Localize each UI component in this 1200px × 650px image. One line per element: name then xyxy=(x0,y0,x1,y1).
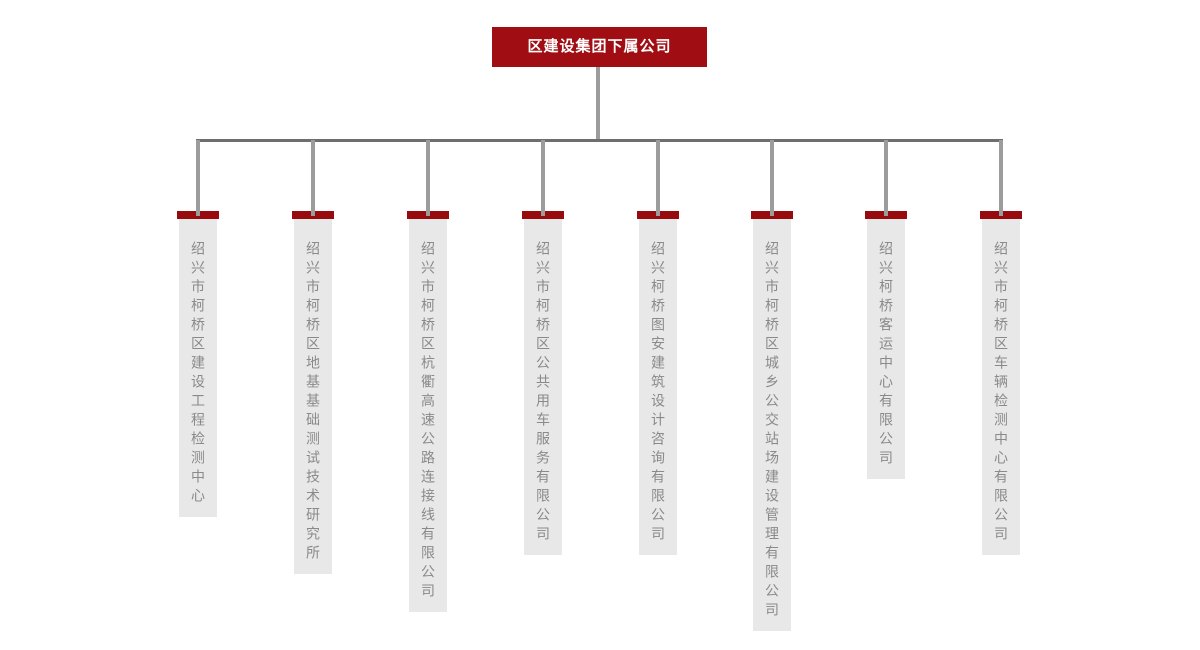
connector-vertical-line xyxy=(656,140,660,216)
connector-vertical-line xyxy=(884,140,888,216)
company-name: 绍兴市柯桥区车辆检测中心有限公司 xyxy=(993,241,1009,545)
connector-vertical-line xyxy=(999,140,1003,216)
root-node: 区建设集团下属公司 xyxy=(492,27,707,67)
connector-vertical-line xyxy=(770,140,774,216)
company-body: 绍兴市柯桥区公共用车服务有限公司 xyxy=(524,219,562,555)
company-body: 绍兴市柯桥区城乡公交站场建设管理有限公司 xyxy=(753,219,791,631)
horizontal-connector-line xyxy=(196,139,1003,142)
company-body: 绍兴市柯桥区杭衢高速公路连接线有限公司 xyxy=(409,219,447,612)
company-name: 绍兴柯桥图安建筑设计咨询有限公司 xyxy=(650,241,666,545)
connector-vertical-line xyxy=(541,140,545,216)
company-body: 绍兴柯桥图安建筑设计咨询有限公司 xyxy=(639,219,677,555)
connector-vertical-line xyxy=(196,140,200,216)
connector-vertical-line xyxy=(311,140,315,216)
company-body: 绍兴柯桥客运中心有限公司 xyxy=(867,219,905,479)
company-name: 绍兴市柯桥区城乡公交站场建设管理有限公司 xyxy=(764,241,780,621)
company-name: 绍兴市柯桥区公共用车服务有限公司 xyxy=(535,241,551,545)
company-name: 绍兴市柯桥区建设工程检测中心 xyxy=(190,241,206,507)
company-body: 绍兴市柯桥区建设工程检测中心 xyxy=(179,219,217,517)
company-body: 绍兴市柯桥区地基基础测试技术研究所 xyxy=(294,219,332,574)
company-body: 绍兴市柯桥区车辆检测中心有限公司 xyxy=(982,219,1020,555)
root-stem-line xyxy=(596,67,600,141)
company-name: 绍兴柯桥客运中心有限公司 xyxy=(878,241,894,469)
company-name: 绍兴市柯桥区杭衢高速公路连接线有限公司 xyxy=(420,241,436,602)
company-name: 绍兴市柯桥区地基基础测试技术研究所 xyxy=(305,241,321,564)
connector-vertical-line xyxy=(426,140,430,216)
